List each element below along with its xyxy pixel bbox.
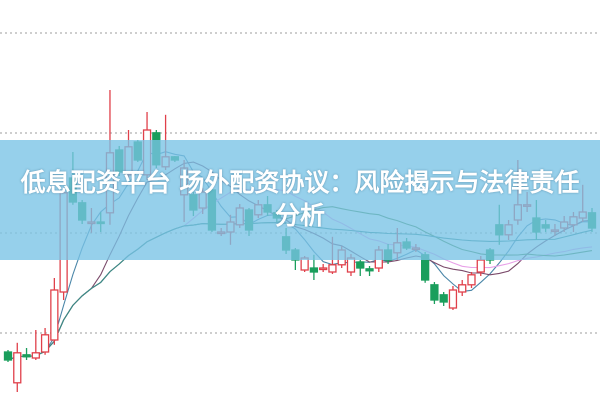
candle-body [50,289,59,341]
title-banner [0,140,600,260]
candle-body [346,257,356,273]
candle [356,260,365,276]
candle [22,348,31,360]
candle-body [356,261,365,269]
candle [448,286,458,310]
candle [365,266,374,276]
candle-body [22,354,31,358]
candle-body [13,352,22,384]
candle [31,330,40,360]
candle [40,328,50,355]
candle-body [309,267,319,273]
candle-body [3,351,13,361]
candle-body [31,352,40,359]
candle-body [439,294,448,303]
article-title: 低息配资平台 场外配资协议：风险揭示与法律责任分析 [20,168,580,230]
candle [13,342,22,392]
candle [319,264,328,272]
candle-body [476,259,485,273]
candle-body [328,264,337,273]
candle [439,292,448,306]
candle-body [430,284,439,301]
candle-body [40,334,50,353]
candle [458,280,467,296]
candle-body [458,284,467,293]
candle-body [365,268,374,272]
candle-body [319,267,328,271]
candle-body [448,289,458,309]
candle [467,272,476,288]
candle [430,282,439,304]
candle-body [467,274,476,286]
candle [50,278,59,345]
candle [3,350,13,362]
